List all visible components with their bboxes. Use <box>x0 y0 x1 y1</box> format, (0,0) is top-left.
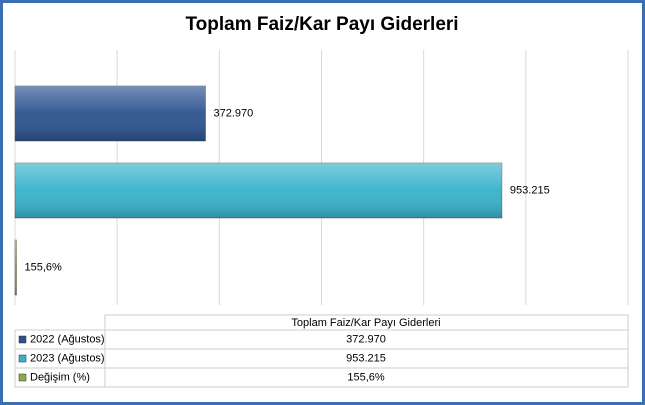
table-header: Toplam Faiz/Kar Payı Giderleri <box>291 317 440 329</box>
bar-shine <box>15 86 206 141</box>
data-label: 953.215 <box>510 184 550 196</box>
data-label: 155,6% <box>25 261 63 273</box>
legend-key <box>18 335 27 344</box>
legend-label: 2022 (Ağustos) <box>30 333 105 345</box>
chart-title: Toplam Faiz/Kar Payı Giderleri <box>185 14 458 35</box>
legend-label: Değişim (%) <box>30 371 90 383</box>
legend-label: 2023 (Ağustos) <box>30 352 105 364</box>
data-label: 372.970 <box>214 107 254 119</box>
legend-key <box>18 373 27 382</box>
table-value: 372.970 <box>346 333 386 345</box>
bar-shine <box>15 163 502 218</box>
table-value: 953.215 <box>346 352 386 364</box>
data-table: Toplam Faiz/Kar Payı Giderleri 2022 (Ağu… <box>14 314 629 388</box>
table-row <box>14 367 629 388</box>
table-value: 155,6% <box>347 371 385 383</box>
bar-shine <box>15 240 17 295</box>
legend-key <box>18 354 27 363</box>
